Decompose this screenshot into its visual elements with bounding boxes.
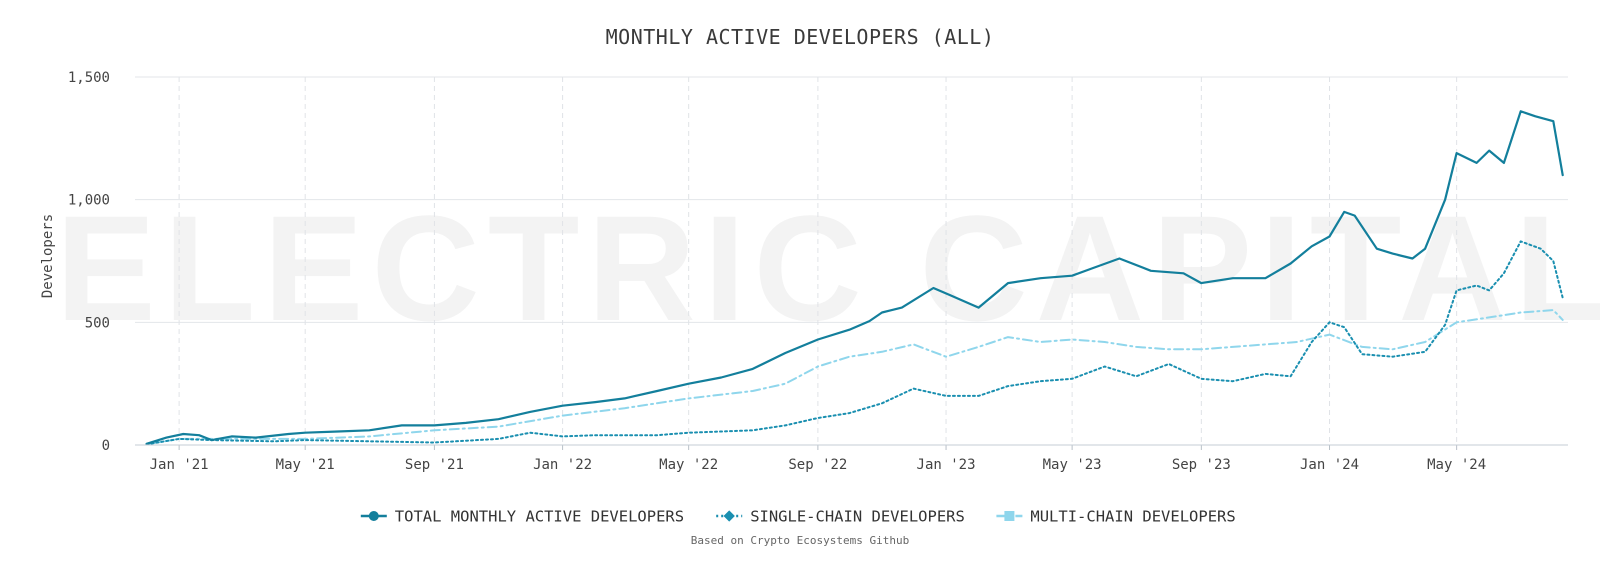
y-axis-label: Developers	[40, 214, 56, 298]
x-tick-label: Sep '23	[1172, 457, 1231, 473]
legend-marker-diamond	[723, 510, 735, 522]
watermark: ELECTRIC CAPITAL	[56, 184, 1600, 352]
x-tick-label: Jan '24	[1300, 457, 1359, 473]
legend: TOTAL MONTHLY ACTIVE DEVELOPERS SINGLE-CH…	[360, 508, 1236, 526]
legend-marker-circle	[368, 511, 379, 521]
axes: 0 500 1,000 1,500 Jan '21 May '21 Sep '21 Jan '…	[68, 70, 1568, 473]
series-layer	[145, 110, 1564, 446]
series-line-multi-chain-developers	[145, 309, 1564, 446]
y-tick-label: 0	[102, 438, 110, 454]
y-tick-label: 500	[85, 315, 110, 331]
x-tick-label: May '22	[659, 457, 718, 473]
legend-marker-square	[1004, 511, 1015, 521]
y-tick-label: 1,500	[68, 70, 110, 86]
x-tick-label: Sep '22	[788, 457, 847, 473]
series-line-total-monthly-active-developers	[145, 110, 1564, 445]
legend-item[interactable]: SINGLE-CHAIN DEVELOPERS	[716, 508, 965, 526]
legend-label: MULTI-CHAIN DEVELOPERS	[1030, 508, 1235, 526]
y-tick-label: 1,000	[68, 193, 110, 209]
series-line-single-chain-developers	[145, 240, 1564, 446]
legend-label: SINGLE-CHAIN DEVELOPERS	[750, 508, 965, 526]
x-tick-label: Sep '21	[405, 457, 464, 473]
x-tick-label: Jan '21	[150, 457, 209, 473]
chart-title: MONTHLY ACTIVE DEVELOPERS (ALL)	[606, 25, 995, 49]
legend-item[interactable]: MULTI-CHAIN DEVELOPERS	[996, 508, 1236, 526]
source-note: Based on Crypto Ecosystems Github	[691, 534, 910, 547]
x-tick-label: May '24	[1427, 457, 1486, 473]
legend-item[interactable]: TOTAL MONTHLY ACTIVE DEVELOPERS	[360, 508, 684, 526]
x-tick-label: Jan '23	[917, 457, 976, 473]
x-tick-label: Jan '22	[533, 457, 592, 473]
x-tick-label: May '21	[276, 457, 335, 473]
legend-label: TOTAL MONTHLY ACTIVE DEVELOPERS	[395, 508, 684, 526]
gridlines	[135, 76, 1568, 446]
x-tick-label: May '23	[1043, 457, 1102, 473]
